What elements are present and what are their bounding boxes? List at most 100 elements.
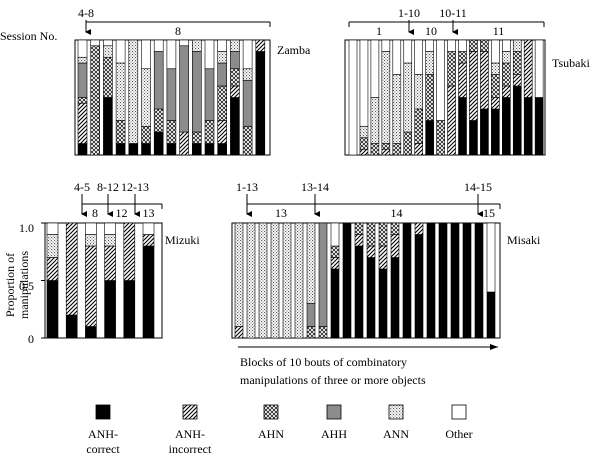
session-bracket: 10 <box>408 21 454 38</box>
legend-label-line2: correct <box>86 442 120 456</box>
bar-segment-ann <box>258 222 268 339</box>
bar-segment-ahn <box>359 137 369 150</box>
bar-segment-anh-incorrect <box>491 97 500 110</box>
bar-segment-anh-incorrect <box>390 234 400 258</box>
bar-segment-other <box>46 222 59 235</box>
y-axis-label-2: manipulations <box>17 251 31 319</box>
bar-segment-anh-correct <box>128 143 139 156</box>
stacked-bar <box>378 222 388 339</box>
bar-segment-anh-incorrect <box>255 39 266 52</box>
transition-arrow: 4-8 <box>78 6 94 35</box>
legend-item-ahh: AHH <box>321 404 347 441</box>
stacked-bar <box>128 39 139 156</box>
bar-segment-anh-correct <box>255 51 266 156</box>
stacked-bar <box>282 222 292 339</box>
stacked-bar <box>179 39 189 156</box>
bar-segment-anh-correct <box>65 314 78 339</box>
bar-segment-ann <box>381 51 391 144</box>
stacked-bar <box>318 222 328 339</box>
legend-item-anh-incorrect: ANH-incorrect <box>169 404 212 456</box>
bar-segment-anh-incorrect <box>123 222 136 281</box>
bar-segment-ahn <box>425 74 434 121</box>
legend-label-line2: incorrect <box>169 442 212 456</box>
bar-segment-ann <box>234 222 244 327</box>
stacked-bar <box>230 39 240 156</box>
transition-label: 12-13 <box>121 180 149 194</box>
session-bracket: 8 <box>81 203 109 220</box>
bar-segment-anh-incorrect <box>179 131 189 156</box>
legend-swatch <box>182 404 198 420</box>
transition-label: 10-11 <box>439 6 467 20</box>
bar-segment-other <box>115 39 126 64</box>
stacked-bar <box>246 222 256 339</box>
bar-segment-other <box>348 39 358 156</box>
bar-segment-ahn <box>354 222 364 235</box>
bar-segment-ahn <box>458 51 467 64</box>
panel-name: Misaki <box>507 233 541 247</box>
session-number-label: Session No. <box>0 29 57 43</box>
bar-segment-ahn <box>153 108 164 133</box>
bar-segment-anh-correct <box>390 257 400 339</box>
session-bracket: 13 <box>134 203 163 220</box>
bar-segment-ahn <box>370 143 380 156</box>
bar-segment-anh-correct <box>469 120 478 156</box>
bar-segment-ahn <box>378 222 388 247</box>
bar-segment-anh-correct <box>104 280 116 339</box>
bar-segment-anh-correct <box>123 280 136 339</box>
bar-segment-ahn <box>115 120 126 144</box>
stacked-bar <box>381 39 391 156</box>
transition-arrow: 1-10 <box>398 6 420 35</box>
bar-segment-anh-correct <box>501 97 511 156</box>
bar-segment-ann <box>512 39 522 52</box>
bar-segment-anh-correct <box>217 143 227 156</box>
legend-swatch <box>388 404 404 420</box>
transition-arrow: 8-12 <box>97 180 119 217</box>
stacked-bar <box>142 222 155 339</box>
stacked-bar <box>115 39 126 156</box>
bar-segment-ahn <box>390 222 400 235</box>
bar-segment-ahn <box>436 120 445 156</box>
bar-segment-ahh <box>77 62 88 98</box>
bar-segment-ann <box>192 39 202 52</box>
session-label: 15 <box>483 206 495 220</box>
bar-segment-anh-incorrect <box>354 234 364 247</box>
bar-segment-ann <box>392 74 402 144</box>
session-bracket: 11 <box>452 21 545 38</box>
transition-arrow: 10-11 <box>439 6 467 35</box>
bar-segment-anh-correct <box>534 97 544 156</box>
legend-label: ANN <box>383 427 409 441</box>
transition-label: 14-15 <box>464 180 492 194</box>
bar-segment-anh-incorrect <box>458 62 467 98</box>
bar-segment-ann <box>294 222 304 339</box>
stacked-bar <box>217 39 227 156</box>
bar-segment-ann <box>359 125 369 139</box>
stacked-bar <box>258 222 268 339</box>
transition-label: 1-10 <box>398 6 420 20</box>
bar-segment-ann <box>370 97 380 144</box>
legend-item-other: Other <box>445 404 473 441</box>
bar-segment-other <box>501 39 511 52</box>
stacked-bar <box>469 39 478 156</box>
bar-segment-other <box>85 222 97 235</box>
bar-segment-anh-incorrect <box>230 85 240 98</box>
bar-segment-ahn <box>192 131 202 144</box>
bar-segment-ann <box>282 222 292 339</box>
stacked-bar <box>425 39 434 156</box>
bar-segment-other <box>486 222 496 293</box>
bar-segment-ahn <box>103 56 113 98</box>
y-axis-label: Proportion of <box>3 253 17 317</box>
bar-segment-anh-correct <box>342 222 352 339</box>
bar-segment-anh-correct <box>486 291 496 339</box>
x-arrow-label-line1: Blocks of 10 bouts of combinatory <box>240 355 407 369</box>
session-label: 8 <box>175 24 181 38</box>
bar-segment-ahh <box>179 45 189 133</box>
legend-item-anh-correct: ANH-correct <box>86 404 120 456</box>
panel-frame <box>344 39 546 156</box>
bar-segment-ann <box>491 62 500 75</box>
stacked-bar <box>255 39 266 156</box>
bar-segment-anh-incorrect <box>330 257 340 270</box>
stacked-bar <box>90 39 100 156</box>
bar-segment-ann <box>230 39 240 52</box>
y-axis-label-line2: manipulations <box>17 251 31 319</box>
bar-segment-other <box>217 39 227 52</box>
